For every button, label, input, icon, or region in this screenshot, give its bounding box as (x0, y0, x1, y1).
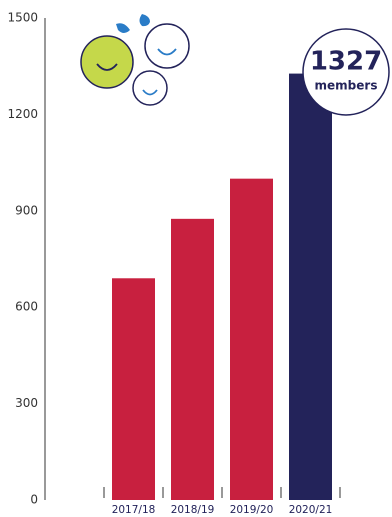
x-tick-label: 2020/21 (289, 504, 333, 516)
y-tick-label: 0 (30, 493, 38, 507)
bar (289, 73, 332, 500)
badge: 1327 members (302, 28, 390, 116)
logo (80, 14, 190, 106)
badge-label: members (315, 79, 378, 93)
badge-value: 1327 (310, 47, 382, 77)
y-tick-label: 900 (15, 203, 38, 217)
x-tick-label: 2019/20 (230, 504, 274, 516)
y-tick-label: 600 (15, 300, 38, 314)
bar (230, 178, 273, 500)
bar (112, 278, 155, 500)
y-tick-label: 300 (15, 396, 38, 410)
bar (171, 218, 214, 501)
x-tick-label: 2017/18 (112, 504, 156, 516)
y-tick-label: 1200 (7, 107, 38, 121)
y-tick-label: 1500 (7, 11, 38, 25)
x-tick-label: 2018/19 (171, 504, 215, 516)
